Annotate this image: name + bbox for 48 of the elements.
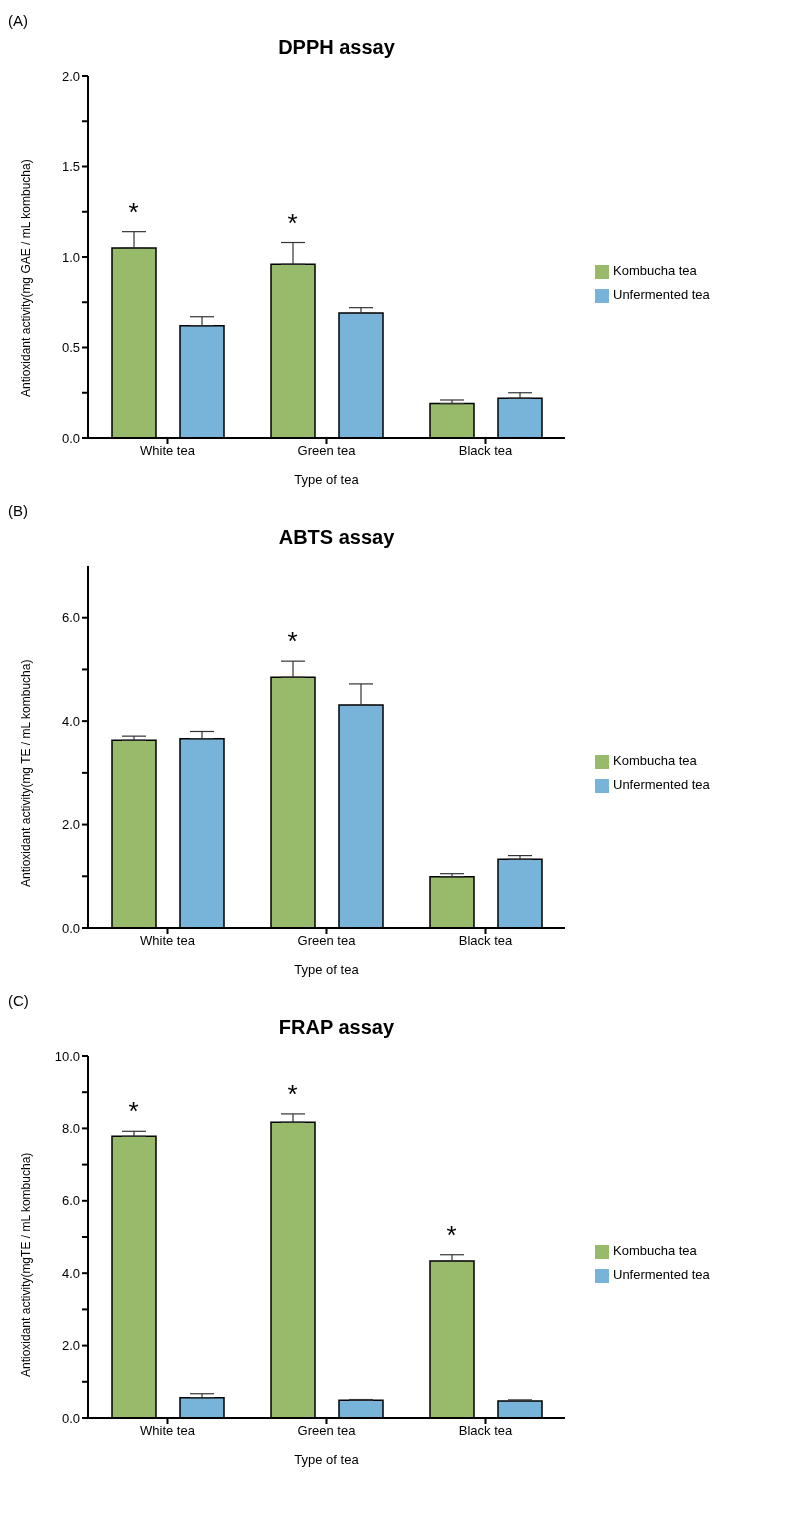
annotation: *: [287, 626, 298, 657]
legend-label: Unfermented tea: [613, 287, 710, 302]
y-tick-label: 1.5: [61, 159, 80, 175]
annotation: *: [446, 1219, 457, 1250]
y-tick-label: 8.0: [61, 1121, 80, 1137]
y-tick-label: 2.0: [61, 1338, 80, 1354]
y-tick-label: 4.0: [61, 1265, 80, 1281]
chart-title: DPPH assay: [277, 36, 396, 59]
x-tick-label: Green tea: [297, 933, 357, 949]
x-tick-label: Black tea: [458, 1423, 513, 1439]
y-tick-label: 2.0: [61, 68, 80, 84]
annotation: *: [287, 207, 298, 238]
x-tick-label: Green tea: [297, 443, 357, 459]
legend-label: Unfermented tea: [613, 1267, 710, 1282]
y-tick-label: 2.0: [61, 817, 80, 833]
y-axis-title: Antioxidant activity(mg TE / mL kombucha): [19, 659, 34, 887]
text: (A): [8, 12, 28, 29]
y-tick-label: 6.0: [61, 1193, 80, 1209]
legend-label: Unfermented tea: [613, 777, 710, 792]
annotation: *: [287, 1078, 298, 1109]
text: (C): [8, 992, 29, 1009]
y-tick-label: 0.0: [61, 430, 80, 446]
x-tick-label: White tea: [140, 1423, 196, 1439]
annotation: *: [128, 196, 139, 227]
y-tick-label: 1.0: [61, 249, 80, 265]
chart-title: ABTS assay: [277, 526, 396, 549]
legend-label: Kombucha tea: [613, 1243, 697, 1258]
y-tick-label: 10.0: [54, 1048, 80, 1064]
y-tick-label: 6.0: [61, 610, 80, 626]
x-tick-label: Green tea: [297, 1423, 357, 1439]
legend-label: Kombucha tea: [613, 263, 697, 278]
legend-label: Kombucha tea: [613, 753, 697, 768]
x-axis-title: Type of tea: [294, 1452, 360, 1467]
y-tick-label: 0.0: [61, 920, 80, 936]
x-axis-title: Type of tea: [294, 472, 360, 487]
x-tick-label: Black tea: [458, 933, 513, 949]
y-tick-label: 0.5: [61, 340, 80, 356]
text: (B): [8, 502, 28, 519]
y-tick-label: 0.0: [61, 1410, 80, 1426]
x-axis-title: Type of tea: [294, 962, 360, 977]
y-tick-label: 4.0: [61, 713, 80, 729]
annotation: *: [128, 1096, 139, 1127]
x-tick-label: White tea: [140, 933, 196, 949]
y-axis-title: Antioxidant activity(mgTE / mL kombucha): [19, 1152, 34, 1377]
x-tick-label: White tea: [140, 443, 196, 459]
x-tick-label: Black tea: [458, 443, 513, 459]
y-axis-title: Antioxidant activity(mg GAE / mL kombucha): [19, 159, 34, 397]
chart-title: FRAP assay: [277, 1016, 396, 1039]
